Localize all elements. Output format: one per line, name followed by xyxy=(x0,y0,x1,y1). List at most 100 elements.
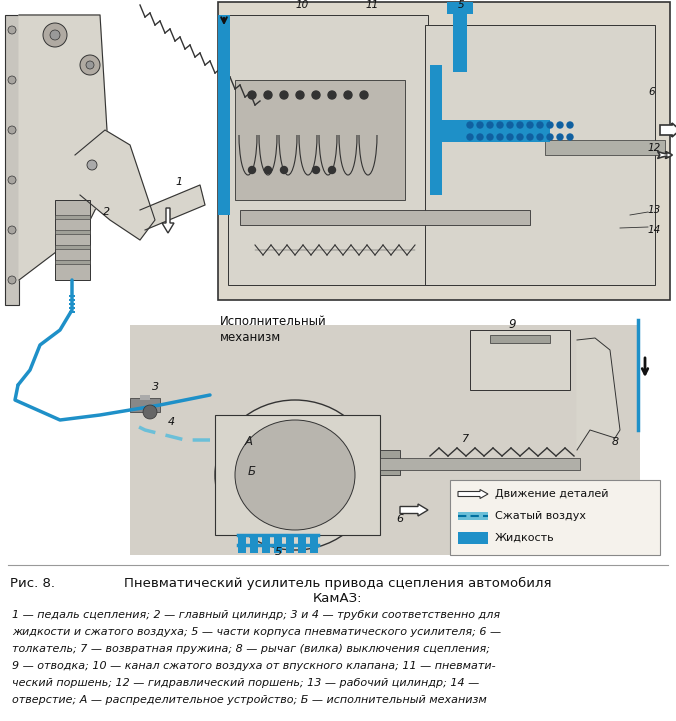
Polygon shape xyxy=(577,338,620,450)
Circle shape xyxy=(344,91,352,99)
Bar xyxy=(55,215,90,219)
Circle shape xyxy=(497,134,503,140)
Circle shape xyxy=(80,55,100,75)
Bar xyxy=(0,0,676,560)
Circle shape xyxy=(567,122,573,128)
Bar xyxy=(545,140,665,155)
Bar xyxy=(69,299,75,301)
Circle shape xyxy=(8,276,16,284)
Text: толкатель; 7 — возвратная пружина; 8 — рычаг (вилка) выключения сцепления;: толкатель; 7 — возвратная пружина; 8 — р… xyxy=(12,644,490,654)
Bar xyxy=(55,245,90,249)
Text: Жидкость: Жидкость xyxy=(495,533,554,543)
Bar xyxy=(380,458,580,470)
Bar xyxy=(55,200,90,280)
Circle shape xyxy=(477,134,483,140)
Circle shape xyxy=(8,76,16,84)
Bar xyxy=(490,335,550,343)
Bar xyxy=(130,325,640,555)
Bar xyxy=(228,15,428,285)
Circle shape xyxy=(527,134,533,140)
Bar xyxy=(450,480,660,555)
Circle shape xyxy=(8,176,16,184)
Bar xyxy=(130,398,160,412)
Bar xyxy=(453,2,467,72)
Circle shape xyxy=(249,167,256,174)
Circle shape xyxy=(264,91,272,99)
Text: 6: 6 xyxy=(648,87,654,97)
Text: Рис. 8.: Рис. 8. xyxy=(10,577,55,590)
Text: Движение деталей: Движение деталей xyxy=(495,489,608,499)
Text: 14: 14 xyxy=(648,225,661,235)
Bar xyxy=(262,535,270,553)
Text: Исполнительный
механизм: Исполнительный механизм xyxy=(220,315,327,344)
Text: 5: 5 xyxy=(275,547,282,557)
Bar xyxy=(69,311,75,313)
Bar xyxy=(274,535,282,553)
Bar xyxy=(69,307,75,309)
Bar xyxy=(240,210,530,225)
Bar xyxy=(298,535,306,553)
Text: 7: 7 xyxy=(462,434,469,444)
Text: 9: 9 xyxy=(508,318,516,331)
Circle shape xyxy=(467,134,473,140)
Text: 1 — педаль сцепления; 2 — главный цилиндр; 3 и 4 — трубки соответственно для: 1 — педаль сцепления; 2 — главный цилинд… xyxy=(12,610,500,620)
Text: КамАЗ:: КамАЗ: xyxy=(313,592,363,605)
Polygon shape xyxy=(19,15,110,280)
Circle shape xyxy=(50,30,60,40)
Circle shape xyxy=(497,122,503,128)
Text: 6: 6 xyxy=(396,514,403,524)
Bar xyxy=(250,535,258,553)
Text: А: А xyxy=(245,435,253,448)
Circle shape xyxy=(487,122,493,128)
Circle shape xyxy=(527,122,533,128)
Polygon shape xyxy=(75,130,155,240)
Bar xyxy=(55,260,90,264)
Bar xyxy=(69,295,75,297)
Circle shape xyxy=(281,167,287,174)
Circle shape xyxy=(517,122,523,128)
Circle shape xyxy=(264,167,272,174)
Bar xyxy=(55,230,90,234)
Circle shape xyxy=(87,160,97,170)
Circle shape xyxy=(248,91,256,99)
Circle shape xyxy=(312,167,320,174)
Text: Пневматический усилитель привода сцепления автомобиля: Пневматический усилитель привода сцеплен… xyxy=(124,577,552,590)
Circle shape xyxy=(507,122,513,128)
Bar xyxy=(140,395,150,400)
Circle shape xyxy=(280,91,288,99)
Circle shape xyxy=(557,122,563,128)
Ellipse shape xyxy=(215,400,375,550)
Circle shape xyxy=(567,134,573,140)
Bar xyxy=(286,535,294,553)
Circle shape xyxy=(329,167,335,174)
Circle shape xyxy=(328,91,336,99)
Circle shape xyxy=(537,122,543,128)
Circle shape xyxy=(547,122,553,128)
Text: 11: 11 xyxy=(365,0,379,10)
Text: отверстие; А — распределительное устройство; Б — исполнительный механизм: отверстие; А — распределительное устройс… xyxy=(12,695,487,705)
Circle shape xyxy=(86,61,94,69)
Text: 2: 2 xyxy=(103,207,110,217)
Bar xyxy=(430,65,442,195)
Polygon shape xyxy=(140,185,205,230)
Text: 12: 12 xyxy=(648,143,661,153)
Bar xyxy=(380,450,400,475)
Text: 4: 4 xyxy=(168,417,175,427)
Bar xyxy=(447,2,473,14)
Bar xyxy=(215,415,380,535)
Text: ческий поршень; 12 — гидравлический поршень; 13 — рабочий цилиндр; 14 —: ческий поршень; 12 — гидравлический порш… xyxy=(12,678,479,688)
Text: Б: Б xyxy=(248,465,256,478)
Text: жидкости и сжатого воздуха; 5 — части корпуса пневматического усилителя; 6 —: жидкости и сжатого воздуха; 5 — части ко… xyxy=(12,627,501,637)
Text: 5: 5 xyxy=(458,0,464,10)
Bar xyxy=(5,15,19,305)
Circle shape xyxy=(296,91,304,99)
Circle shape xyxy=(547,134,553,140)
FancyArrow shape xyxy=(660,123,676,137)
Text: 10: 10 xyxy=(295,0,309,10)
Circle shape xyxy=(8,26,16,34)
Bar xyxy=(470,330,570,390)
Text: 3: 3 xyxy=(152,382,159,392)
Text: 9 — отводка; 10 — канал сжатого воздуха от впускного клапана; 11 — пневмати-: 9 — отводка; 10 — канал сжатого воздуха … xyxy=(12,661,496,671)
Bar xyxy=(458,512,488,520)
FancyArrow shape xyxy=(400,504,428,516)
